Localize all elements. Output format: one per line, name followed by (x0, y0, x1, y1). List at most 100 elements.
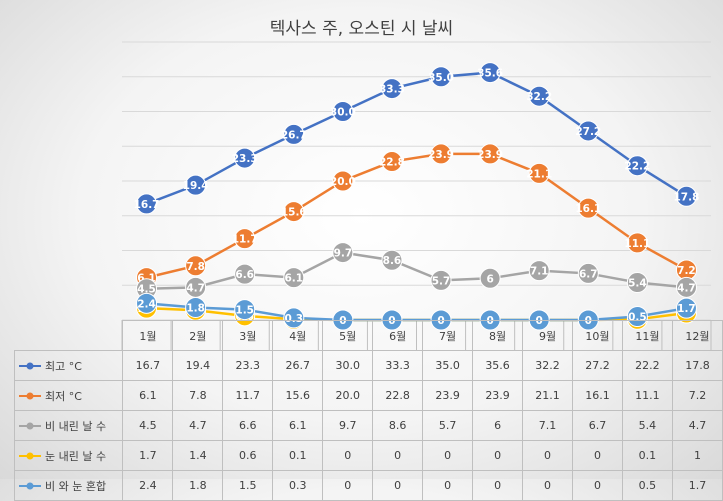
data-label: 1.7 (677, 303, 696, 315)
table-cell: 1.7 (671, 470, 723, 501)
category-label: 10월 (572, 320, 623, 351)
data-label: 7.2 (677, 265, 696, 277)
data-label: 23.9 (428, 149, 454, 161)
legend-marker (19, 362, 41, 369)
table-cell: 35.0 (422, 350, 474, 381)
data-label: 26.7 (281, 129, 307, 141)
data-label: 6 (486, 273, 493, 285)
table-cell: 0 (372, 440, 424, 471)
data-label: 22.2 (624, 161, 650, 173)
table-cell: 16.7 (122, 350, 174, 381)
data-label: 11.1 (624, 238, 650, 250)
category-label: 6월 (372, 320, 424, 351)
table-cell: 11.7 (222, 380, 274, 411)
table-cell: 0.3 (272, 470, 324, 501)
table-cell: 0 (422, 440, 474, 471)
data-point (430, 66, 452, 88)
data-point (283, 201, 305, 223)
table-cell: 0 (572, 470, 623, 501)
table-cell: 0.1 (272, 440, 324, 471)
category-label: 3월 (222, 320, 274, 351)
legend-marker (19, 452, 41, 459)
data-label: 33.3 (379, 84, 405, 96)
data-label: 27.2 (575, 126, 601, 138)
data-label: 30.0 (330, 107, 356, 119)
data-label: 16.1 (575, 203, 601, 215)
data-label: 2.4 (137, 298, 156, 310)
category-label: 9월 (522, 320, 573, 351)
table-cell: 6.7 (572, 410, 623, 441)
table-cell: 1.4 (172, 440, 224, 471)
data-point (185, 255, 207, 277)
table-cell: 6 (472, 410, 524, 441)
table-cell: 7.8 (172, 380, 224, 411)
legend-marker (19, 422, 41, 429)
table-row: 최저 °C 6.1 7.8 11.7 15.6 20.0 22.8 23.9 23.9 21.1 1… (13, 380, 723, 411)
data-point (381, 78, 403, 100)
series-line-2 (146, 251, 687, 290)
data-label: 1.8 (186, 302, 205, 314)
table-cell: 6.1 (122, 380, 174, 411)
table-cell: 15.6 (272, 380, 324, 411)
data-point (675, 185, 697, 207)
table-cell: 4.7 (671, 410, 723, 441)
data-point (332, 170, 354, 192)
category-label: 1월 (122, 320, 174, 351)
data-label: 35.6 (477, 68, 503, 80)
data-point (528, 85, 550, 107)
data-point (430, 269, 452, 291)
table-cell: 2.4 (122, 470, 174, 501)
legend-entry: 눈 내린 날 수 (13, 440, 124, 471)
table-corner (14, 320, 124, 351)
table-cell: 22.8 (372, 380, 424, 411)
data-label: 20.0 (330, 176, 356, 188)
data-label: 16.7 (134, 199, 160, 211)
table-cell: 21.1 (522, 380, 573, 411)
legend-entry: 최고 °C (13, 350, 124, 381)
data-label: 9.7 (334, 248, 353, 260)
table-cell: 0 (472, 440, 524, 471)
legend-label: 비 내린 날 수 (45, 419, 107, 433)
data-point (185, 296, 207, 318)
data-point (234, 147, 256, 169)
table-row: 눈 내린 날 수 1.7 1.4 0.6 0.1 0 0 0 0 0 0 0.1 1 (13, 440, 723, 471)
table-cell: 20.0 (322, 380, 374, 411)
data-point (626, 155, 648, 177)
table-cell: 1.5 (222, 470, 274, 501)
data-label: 23.9 (477, 149, 503, 161)
category-label: 4월 (272, 320, 324, 351)
data-label: 35.0 (428, 72, 454, 84)
table-cell: 0.5 (621, 470, 673, 501)
data-point (332, 242, 354, 264)
table-cell: 0.1 (621, 440, 673, 471)
data-label: 8.6 (383, 255, 402, 267)
category-label: 2월 (172, 320, 224, 351)
table-cell: 7.2 (671, 380, 723, 411)
data-point (528, 260, 550, 282)
table-cell: 32.2 (522, 350, 573, 381)
table-cell: 30.0 (322, 350, 374, 381)
series-line-0 (146, 71, 688, 206)
data-point (577, 197, 599, 219)
data-label: 7.1 (530, 266, 549, 278)
category-label: 5월 (322, 320, 374, 351)
data-point (577, 262, 599, 284)
legend-entry: 최저 °C (13, 380, 124, 411)
table-header-row: 1월 2월 3월 4월 5월 6월 7월 8월 9월 10월 11월 12월 (14, 320, 723, 351)
table-cell: 4.7 (172, 410, 224, 441)
data-point (283, 123, 305, 145)
data-point (185, 174, 207, 196)
category-label: 8월 (472, 320, 524, 351)
data-point (136, 193, 158, 215)
data-point (332, 101, 354, 122)
table-cell: 33.3 (372, 350, 424, 381)
legend-label: 최고 °C (45, 359, 82, 373)
table-cell: 23.3 (222, 350, 274, 381)
table-cell: 0.6 (222, 440, 274, 471)
table-cell: 5.7 (422, 410, 474, 441)
data-label: 17.8 (673, 191, 699, 203)
table-cell: 19.4 (172, 350, 224, 381)
data-label: 6.1 (284, 273, 303, 285)
data-point (675, 297, 697, 319)
table-cell: 0 (522, 470, 573, 501)
